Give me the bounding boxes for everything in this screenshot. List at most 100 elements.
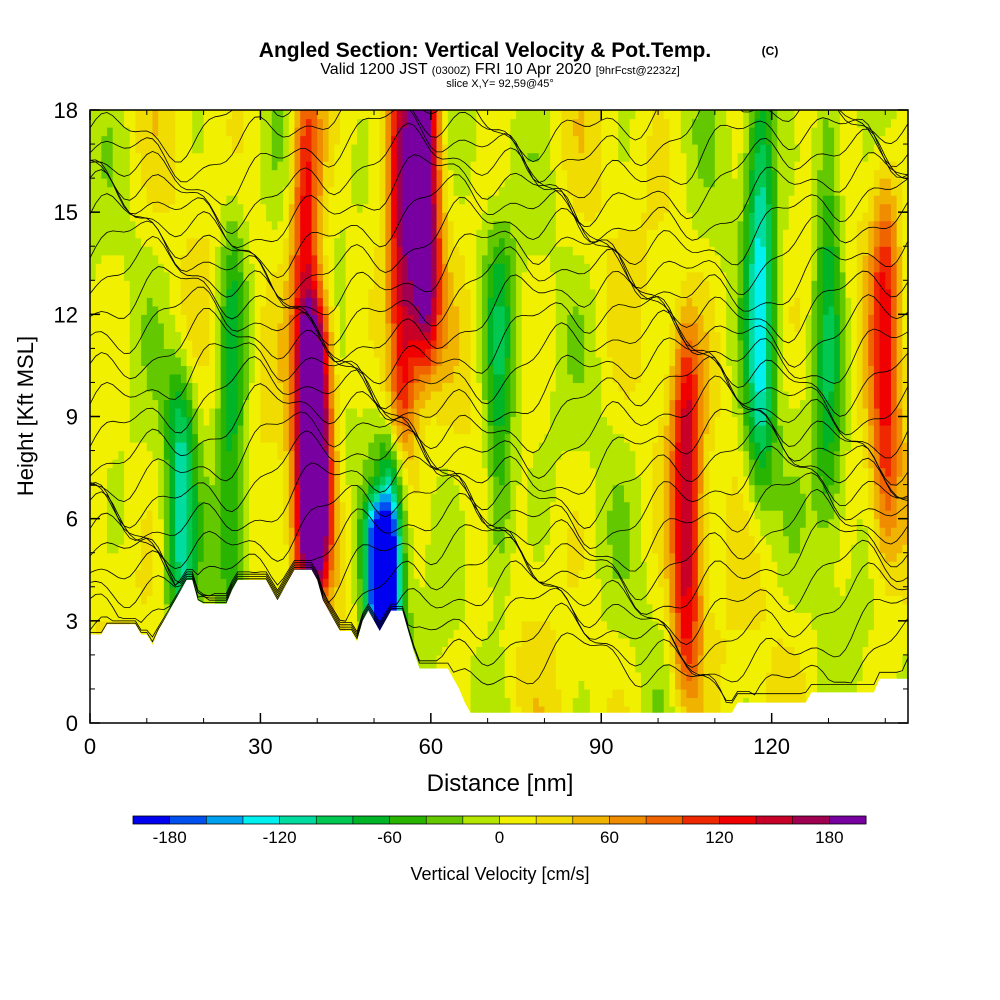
- velocity-cell: [163, 595, 171, 605]
- velocity-cell: [368, 407, 375, 418]
- velocity-cell: [311, 467, 318, 477]
- velocity-cell: [442, 382, 449, 392]
- velocity-cell: [90, 127, 97, 137]
- velocity-cell: [425, 637, 432, 647]
- velocity-cell: [425, 578, 432, 588]
- velocity-cell: [95, 356, 102, 367]
- velocity-cell: [300, 501, 307, 511]
- velocity-cell: [260, 484, 267, 494]
- velocity-cell: [345, 586, 352, 596]
- velocity-cell: [243, 254, 250, 264]
- velocity-cell: [317, 373, 324, 384]
- velocity-cell: [447, 322, 455, 332]
- velocity-cell: [266, 467, 273, 477]
- velocity-cell: [402, 186, 409, 196]
- velocity-cell: [146, 373, 154, 384]
- velocity-cell: [152, 450, 159, 460]
- velocity-cell: [442, 425, 449, 435]
- velocity-cell: [385, 322, 392, 332]
- velocity-cell: [135, 178, 142, 188]
- velocity-cell: [425, 527, 432, 537]
- velocity-cell: [277, 569, 284, 579]
- velocity-cell: [152, 501, 159, 511]
- velocity-cell: [209, 544, 216, 554]
- velocity-cell: [402, 305, 409, 315]
- velocity-cell: [430, 544, 438, 554]
- velocity-cell: [283, 246, 290, 256]
- velocity-cell: [288, 169, 296, 179]
- velocity-cell: [464, 697, 472, 707]
- velocity-cell: [260, 450, 267, 460]
- velocity-cell: [197, 484, 205, 494]
- velocity-cell: [334, 407, 341, 418]
- velocity-cell: [232, 297, 239, 307]
- velocity-cell: [368, 127, 375, 137]
- velocity-cell: [197, 169, 205, 179]
- velocity-cell: [260, 322, 267, 332]
- velocity-cell: [197, 144, 205, 154]
- velocity-cell: [124, 450, 131, 460]
- velocity-cell: [322, 467, 330, 477]
- velocity-cell: [345, 127, 352, 137]
- velocity-cell: [180, 407, 188, 418]
- velocity-cell: [209, 493, 216, 503]
- velocity-cell: [146, 390, 154, 401]
- velocity-cell: [311, 297, 318, 307]
- velocity-cell: [129, 442, 137, 452]
- velocity-cell: [447, 178, 455, 188]
- velocity-cell: [95, 246, 102, 256]
- velocity-cell: [197, 544, 205, 554]
- velocity-cell: [300, 237, 307, 247]
- velocity-cell: [107, 195, 114, 205]
- velocity-cell: [180, 552, 188, 562]
- velocity-cell: [351, 552, 358, 562]
- velocity-cell: [152, 263, 159, 273]
- velocity-cell: [391, 246, 398, 256]
- velocity-cell: [351, 356, 358, 367]
- velocity-cell: [226, 442, 233, 452]
- velocity-cell: [391, 348, 398, 358]
- velocity-cell: [141, 297, 148, 307]
- velocity-cell: [277, 203, 284, 213]
- velocity-cell: [283, 288, 290, 298]
- velocity-cell: [356, 254, 364, 264]
- velocity-cell: [146, 263, 154, 273]
- velocity-cell: [413, 603, 421, 613]
- velocity-cell: [135, 288, 142, 298]
- velocity-cell: [283, 365, 290, 375]
- velocity-cell: [300, 552, 307, 562]
- velocity-cell: [209, 195, 216, 205]
- velocity-cell: [385, 433, 392, 443]
- velocity-cell: [385, 510, 392, 520]
- velocity-cell: [305, 288, 313, 298]
- velocity-cell: [476, 305, 483, 315]
- velocity-cell: [90, 578, 97, 588]
- velocity-cell: [95, 535, 102, 545]
- velocity-cell: [368, 442, 375, 452]
- velocity-cell: [214, 280, 222, 290]
- velocity-cell: [237, 314, 244, 324]
- velocity-cell: [214, 127, 222, 137]
- velocity-cell: [374, 501, 381, 511]
- velocity-cell: [214, 178, 222, 188]
- velocity-cell: [339, 518, 347, 528]
- velocity-cell: [402, 297, 409, 307]
- velocity-cell: [175, 527, 182, 537]
- velocity-cell: [334, 595, 341, 605]
- velocity-cell: [169, 535, 176, 545]
- velocity-cell: [413, 578, 421, 588]
- velocity-cell: [408, 322, 415, 332]
- velocity-cell: [163, 442, 171, 452]
- velocity-cell: [385, 348, 392, 358]
- velocity-cell: [425, 152, 432, 162]
- velocity-cell: [209, 161, 216, 171]
- velocity-cell: [294, 467, 301, 477]
- velocity-cell: [459, 663, 466, 673]
- velocity-cell: [385, 263, 392, 273]
- velocity-cell: [214, 501, 222, 511]
- velocity-cell: [214, 297, 222, 307]
- velocity-cell: [447, 152, 455, 162]
- velocity-cell: [186, 297, 193, 307]
- velocity-cell: [425, 595, 432, 605]
- velocity-cell: [385, 578, 392, 588]
